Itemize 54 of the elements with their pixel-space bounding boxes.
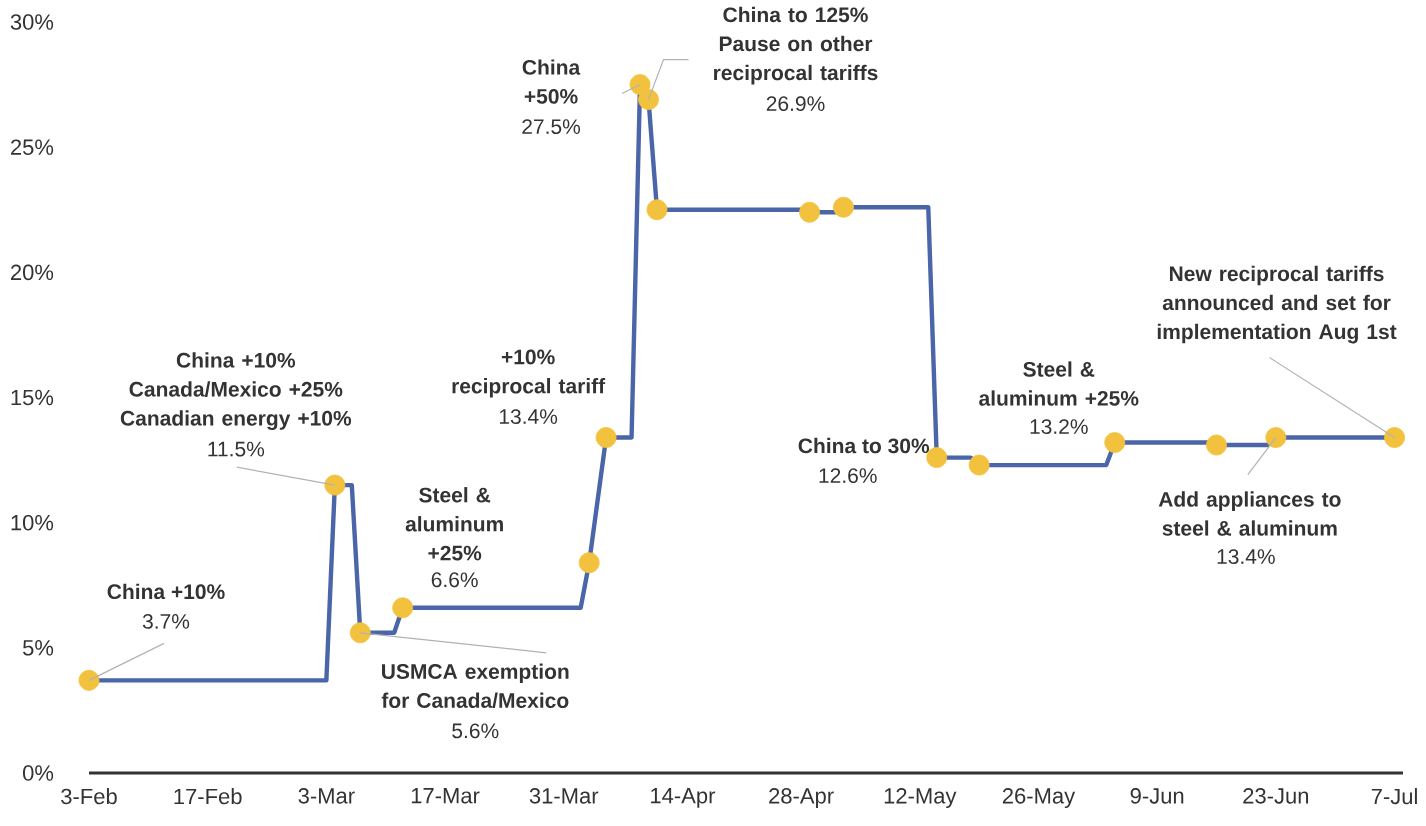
x-tick-label: 14-Apr	[651, 788, 716, 808]
x-tick-label: 26-May	[1002, 788, 1076, 808]
annotation: China +10% Canada/Mexico +25% Canadian energy +10%	[120, 352, 352, 430]
point	[646, 199, 668, 221]
x-tick-label: 12-May	[884, 788, 957, 808]
y-tick-label: 20%	[11, 264, 54, 281]
x-tick-label: 7-Jul	[1371, 788, 1417, 805]
x-tick-label: 3-Feb	[61, 788, 117, 805]
annotation: 13.4%	[499, 409, 558, 424]
y-tick-label: 0%	[22, 765, 54, 781]
x-tick-label: 28-Apr	[769, 788, 834, 808]
annotation: China to 125% Pause on other reciprocal tariffs	[714, 6, 878, 85]
annotation: New reciprocal tariffs announced and set for implementation Aug 1st	[1157, 265, 1397, 344]
point	[833, 196, 854, 218]
annotation: China to 30%	[798, 437, 930, 454]
point	[595, 427, 617, 448]
point	[578, 552, 600, 574]
point	[799, 201, 820, 223]
annotation: Steel & aluminum +25%	[979, 361, 1139, 406]
point	[1265, 427, 1287, 448]
point	[968, 454, 990, 476]
point	[392, 597, 414, 619]
point	[1384, 427, 1405, 448]
annotation: Steel & aluminum +25%	[405, 487, 503, 561]
annotation: 27.5%	[522, 119, 581, 135]
point	[1104, 432, 1126, 453]
annotation: China +10%	[107, 583, 225, 600]
annotation: China +50%	[522, 59, 581, 104]
annotation: 11.5%	[208, 441, 265, 457]
x-tick-label: 31-Mar	[529, 788, 599, 804]
x-tick-label: 17-Mar	[411, 788, 480, 804]
annotation: +10% reciprocal tariff	[452, 349, 606, 398]
x-tick-label: 3-Mar	[298, 788, 355, 804]
point	[1206, 434, 1227, 456]
y-tick-label: 10%	[11, 514, 54, 531]
y-tick-label: 25%	[11, 139, 54, 155]
annotation: 5.6%	[452, 723, 499, 739]
annotation: 6.6%	[431, 572, 478, 588]
point	[349, 622, 371, 644]
x-tick-label: 17-Feb	[174, 788, 242, 805]
y-tick-label: 15%	[11, 389, 54, 406]
annotation: 13.4%	[1217, 549, 1275, 564]
annotation: 26.9%	[766, 96, 825, 112]
annotation: 13.2%	[1030, 419, 1088, 435]
y-tick-label: 5%	[23, 640, 54, 656]
annotation: Add appliances to steel & aluminum	[1158, 491, 1341, 536]
point	[324, 474, 346, 496]
annotation: USMCA exemption for Canada/Mexico	[381, 663, 569, 709]
annotation: 3.7%	[142, 613, 190, 629]
x-tick-label: 9-Jun	[1130, 788, 1184, 804]
x-tick-label: 23-Jun	[1243, 788, 1309, 804]
point	[638, 89, 659, 110]
annotation: 12.6%	[819, 468, 877, 484]
y-tick-label: 30%	[10, 14, 54, 30]
